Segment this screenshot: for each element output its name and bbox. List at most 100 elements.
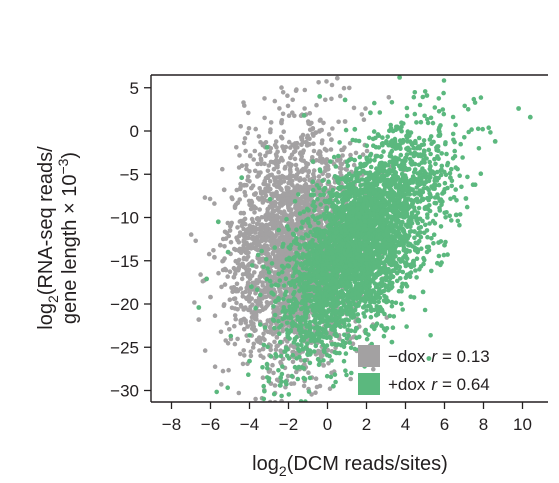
- data-point: [345, 163, 351, 169]
- data-point: [344, 372, 349, 378]
- data-point: [236, 266, 242, 271]
- data-point: [269, 241, 275, 246]
- data-point: [400, 307, 406, 312]
- data-point: [289, 250, 294, 256]
- data-point: [262, 325, 268, 330]
- data-point: [307, 111, 313, 116]
- data-point: [252, 148, 258, 154]
- data-point: [275, 283, 281, 288]
- data-point: [418, 119, 424, 125]
- data-point: [295, 376, 301, 382]
- data-point: [256, 173, 262, 178]
- data-point: [249, 216, 255, 222]
- data-point: [306, 370, 311, 376]
- data-point: [287, 167, 293, 172]
- data-point: [290, 352, 296, 358]
- data-point: [400, 281, 405, 287]
- data-point: [360, 152, 366, 157]
- data-point: [432, 200, 438, 206]
- data-point: [300, 265, 306, 271]
- data-point: [281, 209, 287, 214]
- data-point: [290, 189, 296, 194]
- data-point: [252, 328, 257, 334]
- data-point: [310, 155, 315, 160]
- data-point: [244, 166, 249, 172]
- data-point: [241, 140, 247, 146]
- data-point: [409, 162, 415, 167]
- data-point: [371, 129, 377, 134]
- data-point: [262, 181, 268, 187]
- data-point: [279, 263, 285, 269]
- data-point: [329, 82, 335, 88]
- data-point: [252, 210, 257, 215]
- data-point: [243, 232, 248, 237]
- data-point: [450, 131, 456, 137]
- data-point: [460, 155, 465, 160]
- data-point: [311, 277, 316, 283]
- data-point: [313, 390, 318, 396]
- data-point: [441, 111, 447, 117]
- data-point: [236, 390, 242, 396]
- data-point: [286, 139, 292, 145]
- data-point: [278, 353, 284, 359]
- data-point: [476, 146, 482, 151]
- data-point: [311, 141, 316, 146]
- data-point: [401, 138, 406, 143]
- outlier-point: [208, 294, 213, 300]
- data-point: [251, 192, 257, 197]
- data-point: [267, 149, 273, 155]
- data-point: [421, 261, 426, 267]
- data-point: [253, 312, 259, 318]
- data-point: [280, 197, 285, 203]
- data-point: [232, 205, 238, 211]
- data-point: [216, 270, 221, 276]
- data-point: [253, 241, 259, 247]
- data-point: [305, 174, 311, 179]
- data-point: [284, 187, 290, 193]
- data-point: [328, 159, 333, 164]
- data-point: [232, 341, 238, 347]
- data-point: [257, 348, 262, 353]
- data-point: [198, 272, 203, 277]
- data-point: [316, 80, 321, 85]
- data-point: [273, 139, 279, 144]
- data-point: [253, 246, 259, 252]
- data-point: [206, 251, 212, 257]
- data-point: [247, 229, 253, 235]
- data-point: [389, 100, 395, 105]
- data-point: [267, 179, 273, 184]
- data-point: [455, 218, 461, 224]
- data-point: [226, 367, 231, 373]
- data-point: [254, 287, 260, 293]
- data-point: [426, 244, 432, 250]
- data-point: [297, 203, 302, 208]
- data-point: [274, 184, 280, 189]
- data-point: [259, 215, 265, 220]
- data-point: [287, 161, 293, 167]
- data-point: [318, 202, 324, 207]
- data-point: [278, 348, 283, 354]
- data-point: [242, 189, 247, 195]
- data-point: [284, 381, 289, 387]
- data-point: [457, 212, 463, 217]
- data-point: [263, 289, 269, 294]
- data-point: [240, 272, 246, 277]
- data-point: [232, 246, 237, 252]
- data-point: [262, 161, 267, 167]
- data-point: [212, 364, 218, 370]
- data-point: [273, 233, 278, 239]
- data-point: [329, 342, 335, 347]
- data-point: [436, 96, 442, 101]
- data-point: [225, 385, 230, 391]
- data-point: [276, 169, 281, 175]
- data-point: [269, 261, 275, 266]
- data-point: [264, 243, 270, 249]
- data-point: [290, 97, 296, 103]
- data-point: [307, 136, 312, 141]
- data-point: [297, 184, 303, 190]
- outlier-point: [221, 187, 227, 193]
- data-point: [267, 173, 273, 178]
- data-point: [258, 270, 264, 276]
- data-point: [290, 359, 296, 365]
- data-point: [433, 212, 439, 218]
